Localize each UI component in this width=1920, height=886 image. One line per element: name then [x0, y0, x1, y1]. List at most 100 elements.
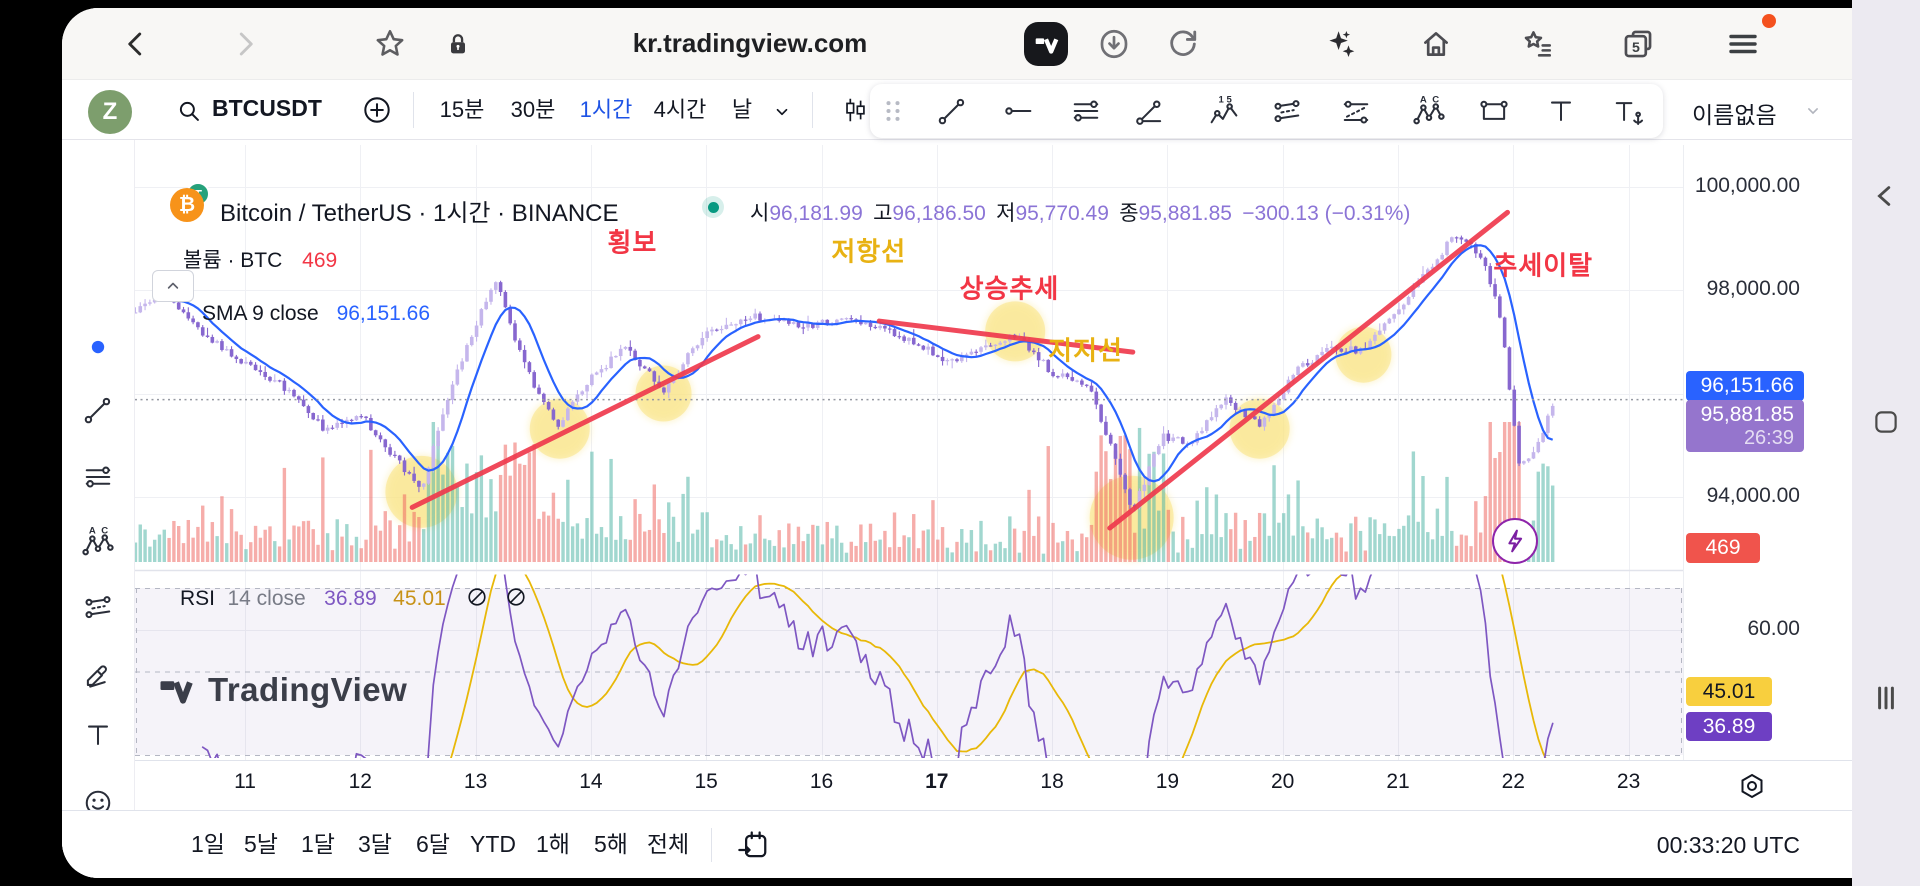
tool-horizontal-lines[interactable] — [1066, 91, 1106, 131]
time-axis-label[interactable]: 12 — [348, 770, 372, 793]
range-button-3달[interactable]: 3달 — [358, 831, 392, 857]
hide-icon[interactable] — [505, 586, 527, 608]
time-axis-label[interactable]: 11 — [234, 770, 256, 793]
sidebar-tool-active-dot[interactable] — [77, 326, 119, 368]
rsi-legend[interactable]: RSI 14 close 36.89 45.01 — [180, 586, 527, 611]
symbol-search[interactable]: BTCUSDT — [212, 95, 322, 121]
tool-disjoint-channel[interactable] — [1336, 91, 1376, 131]
tool-rectangle[interactable] — [1474, 91, 1514, 131]
go-to-date-icon[interactable] — [732, 826, 776, 866]
add-symbol-button[interactable] — [358, 91, 396, 129]
range-button-5날[interactable]: 5날 — [244, 831, 278, 857]
tool-parallel-channel[interactable] — [1267, 91, 1307, 131]
search-icon[interactable] — [174, 96, 204, 126]
hide-icon[interactable] — [466, 586, 488, 608]
price-axis-label[interactable]: 94,000.00 — [1706, 484, 1800, 507]
refresh-icon[interactable] — [1163, 24, 1203, 64]
notification-dot — [1762, 14, 1776, 28]
url-text[interactable]: kr.tradingview.com — [632, 28, 868, 58]
sidebar-tool-text[interactable] — [77, 714, 119, 756]
time-axis-label[interactable]: 20 — [1271, 770, 1295, 793]
time-axis-label[interactable]: 17 — [925, 770, 949, 793]
time-axis-label[interactable]: 16 — [809, 770, 834, 793]
ai-sparkles-icon[interactable] — [1320, 24, 1360, 64]
home-icon[interactable] — [1416, 24, 1456, 64]
edge-panel-handle-icon[interactable] — [1870, 180, 1902, 212]
range-button-5해[interactable]: 5해 — [594, 831, 628, 857]
chart-annotation[interactable]: 상승추세 — [959, 273, 1060, 304]
range-button-전체[interactable]: 전체 — [646, 831, 690, 857]
tool-bars-pattern[interactable]: 1 5 — [1204, 91, 1244, 131]
chart-annotation[interactable]: 추세이탈 — [1493, 250, 1594, 281]
price-chart-canvas[interactable] — [135, 145, 1683, 765]
chart-settings-gear-icon[interactable] — [1734, 768, 1770, 804]
tool-anchored-text[interactable] — [1608, 91, 1648, 131]
tradingview-watermark: TradingView — [158, 670, 407, 710]
sma-legend[interactable]: SMA 9 close 96,151.66 — [202, 302, 430, 326]
sidebar-tool-brush[interactable] — [77, 651, 119, 693]
bookmarks-list-icon[interactable] — [1517, 24, 1557, 64]
timeframe-15분[interactable]: 15분 — [439, 97, 485, 122]
timeframe-30분[interactable]: 30분 — [510, 97, 556, 122]
time-axis-label[interactable]: 23 — [1616, 770, 1641, 793]
range-button-YTD[interactable]: YTD — [470, 831, 516, 857]
chart-annotation[interactable]: 저항선 — [831, 236, 907, 267]
high-value: 96,186.50 — [892, 202, 986, 225]
chart-style-candles-icon[interactable] — [838, 93, 872, 127]
tool-trend-line[interactable] — [932, 91, 972, 131]
price-axis-label[interactable]: 98,000.00 — [1706, 277, 1800, 300]
sma-value: 96,151.66 — [336, 302, 431, 325]
rsi-axis-label[interactable]: 60.00 — [1747, 616, 1800, 640]
bookmark-star-icon[interactable] — [370, 24, 410, 64]
time-axis-label[interactable]: 19 — [1155, 770, 1180, 793]
time-axis-label[interactable]: 15 — [694, 770, 718, 793]
timeframe-날[interactable]: 날 — [731, 97, 753, 122]
menu-button[interactable] — [1723, 24, 1763, 64]
market-status-dot[interactable] — [702, 196, 724, 218]
forward-button[interactable] — [227, 26, 263, 62]
tool-trend-angle[interactable] — [1130, 91, 1170, 131]
tool-horizontal-ray[interactable] — [998, 91, 1038, 131]
time-axis-label[interactable]: 18 — [1040, 770, 1064, 793]
sidebar-tool-parallel-channel[interactable] — [77, 586, 119, 628]
time-axis-label[interactable]: 22 — [1501, 770, 1525, 793]
ohlc-row: 시96,181.99 고96,186.50 저95,770.49 종95,881… — [750, 197, 1410, 227]
price-axis-label[interactable]: 100,000.00 — [1694, 173, 1800, 197]
sidebar-tool-horizontal-lines[interactable] — [77, 456, 119, 498]
multi-window-icon[interactable] — [1870, 406, 1902, 438]
tabs-button[interactable]: 5 — [1618, 24, 1658, 64]
instant-order-lightning-button[interactable] — [1492, 518, 1538, 564]
chevron-down-icon[interactable] — [768, 98, 796, 126]
phone-edge-panel — [1852, 0, 1920, 886]
range-button-1달[interactable]: 1달 — [301, 831, 335, 857]
chart-title[interactable]: Bitcoin / TetherUS · 1시간 · BINANCE — [220, 200, 619, 227]
tradingview-favicon — [1024, 22, 1068, 66]
lock-icon[interactable] — [442, 26, 474, 62]
time-axis-label[interactable]: 21 — [1386, 770, 1410, 793]
drag-bars-icon[interactable] — [1870, 682, 1902, 714]
volume-legend[interactable]: 볼륨 · BTC 469 — [183, 244, 337, 274]
range-button-1일[interactable]: 1일 — [191, 831, 225, 857]
chart-annotation[interactable]: 횡보 — [607, 227, 658, 258]
legend-collapse-button[interactable] — [152, 270, 194, 302]
time-axis-label[interactable]: 14 — [579, 770, 603, 793]
layout-chevron-icon[interactable] — [1800, 98, 1826, 124]
layout-name[interactable]: 이름없음 — [1692, 102, 1777, 128]
timeframe-4시간[interactable]: 4시간 — [653, 97, 707, 122]
rsi-params: 14 close — [227, 587, 306, 610]
close-value: 95,881.85 — [1138, 202, 1232, 225]
range-button-6달[interactable]: 6달 — [416, 831, 450, 857]
avatar[interactable]: Z — [88, 90, 132, 134]
chart-annotation[interactable]: 지지선 — [1048, 335, 1123, 366]
sidebar-tool-trend-line[interactable] — [77, 389, 119, 431]
download-icon[interactable] — [1094, 24, 1134, 64]
time-axis-label[interactable]: 13 — [463, 770, 488, 793]
range-button-1해[interactable]: 1해 — [536, 831, 570, 857]
utc-clock[interactable]: 00:33:20 UTC — [1656, 832, 1800, 858]
back-button[interactable] — [118, 26, 154, 62]
timeframe-1시간[interactable]: 1시간 — [579, 97, 633, 122]
tool-text[interactable] — [1541, 91, 1581, 131]
